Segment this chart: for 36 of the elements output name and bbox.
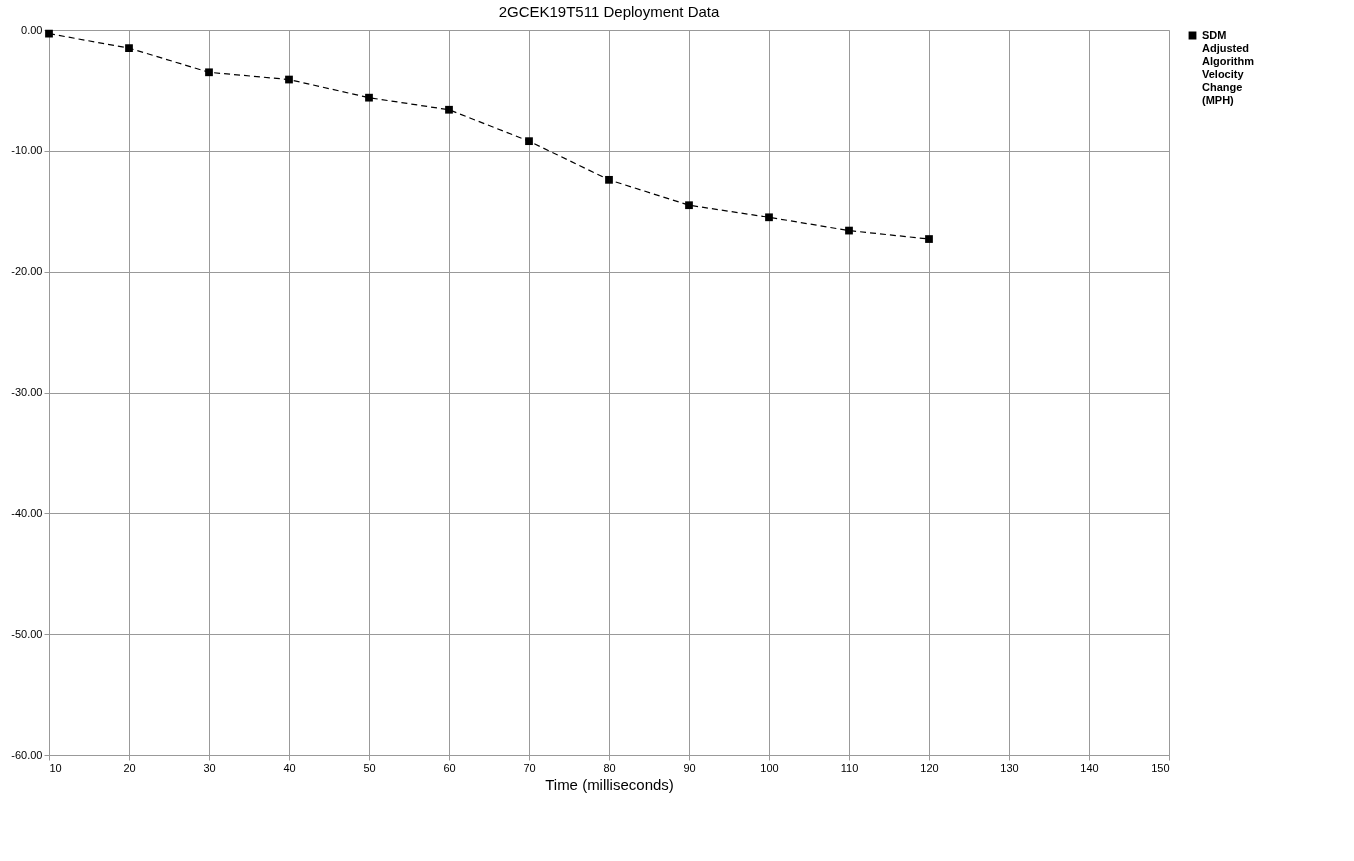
- x-tick-label: 80: [603, 761, 616, 774]
- x-tick-label: 150: [1151, 761, 1170, 774]
- chart-title: 2GCEK19T511 Deployment Data: [498, 3, 720, 20]
- x-axis-title: Time (milliseconds): [545, 775, 674, 793]
- point: [765, 213, 773, 222]
- point: [685, 201, 693, 210]
- x-tick-label: 30: [203, 761, 216, 774]
- x-tick-label: 130: [1000, 761, 1019, 774]
- y-tick-label: -40.00: [11, 506, 43, 519]
- point: [285, 75, 293, 84]
- point: [205, 68, 213, 77]
- point: [125, 44, 133, 52]
- x-tick-label: 60: [443, 761, 456, 774]
- point: [445, 105, 453, 114]
- y-tick-label: -60.00: [11, 748, 43, 761]
- x-tick-label: 100: [760, 761, 779, 774]
- legend-label: SDM Adjusted Algorithm Velocity Change (MPH): [1202, 28, 1255, 106]
- y-tick-label: 0.00: [21, 23, 43, 36]
- x-tick-label: 90: [683, 761, 696, 774]
- y-tick-label: -30.00: [11, 386, 43, 398]
- x-tick-label: 40: [283, 761, 296, 774]
- x-tick-label: 140: [1080, 761, 1099, 774]
- x-tick-label: 70: [523, 761, 536, 774]
- y-tick-label: -50.00: [11, 627, 43, 640]
- x-tick-label: 20: [123, 761, 136, 774]
- x-tick-label: 50: [363, 761, 376, 774]
- point: [925, 235, 933, 243]
- y-tick-label: -10.00: [11, 144, 43, 157]
- point: [365, 93, 373, 102]
- point: [845, 226, 853, 235]
- point: [605, 175, 613, 184]
- x-tick-label: 10: [49, 761, 62, 774]
- x-tick-label: 120: [920, 761, 939, 774]
- y-tick-label: -20.00: [11, 265, 43, 278]
- x-tick-label: 110: [840, 761, 859, 774]
- point: [525, 137, 533, 146]
